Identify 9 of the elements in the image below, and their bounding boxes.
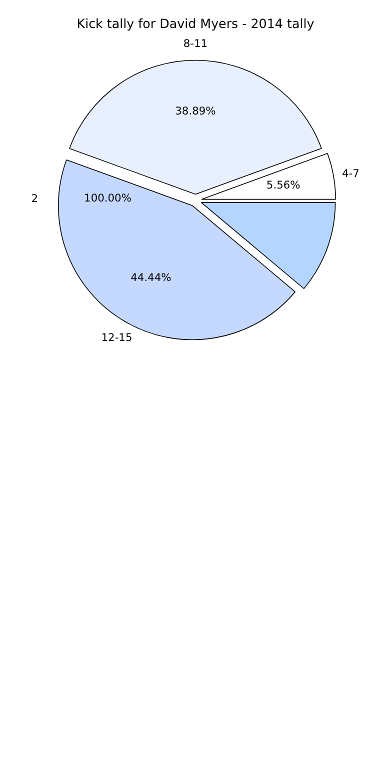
- slice-label: 8-11: [183, 36, 208, 50]
- chart-title: Kick tally for David Myers - 2014 tally: [76, 16, 315, 32]
- text: 2: [31, 192, 38, 205]
- text: 100.00%: [84, 191, 132, 204]
- data-label: 5.56%: [266, 178, 300, 192]
- slice-label: 12-15: [101, 330, 132, 344]
- data-label: 38.89%: [175, 104, 216, 118]
- data-label: 44.44%: [130, 271, 172, 284]
- slice-label: 4-7: [342, 166, 360, 180]
